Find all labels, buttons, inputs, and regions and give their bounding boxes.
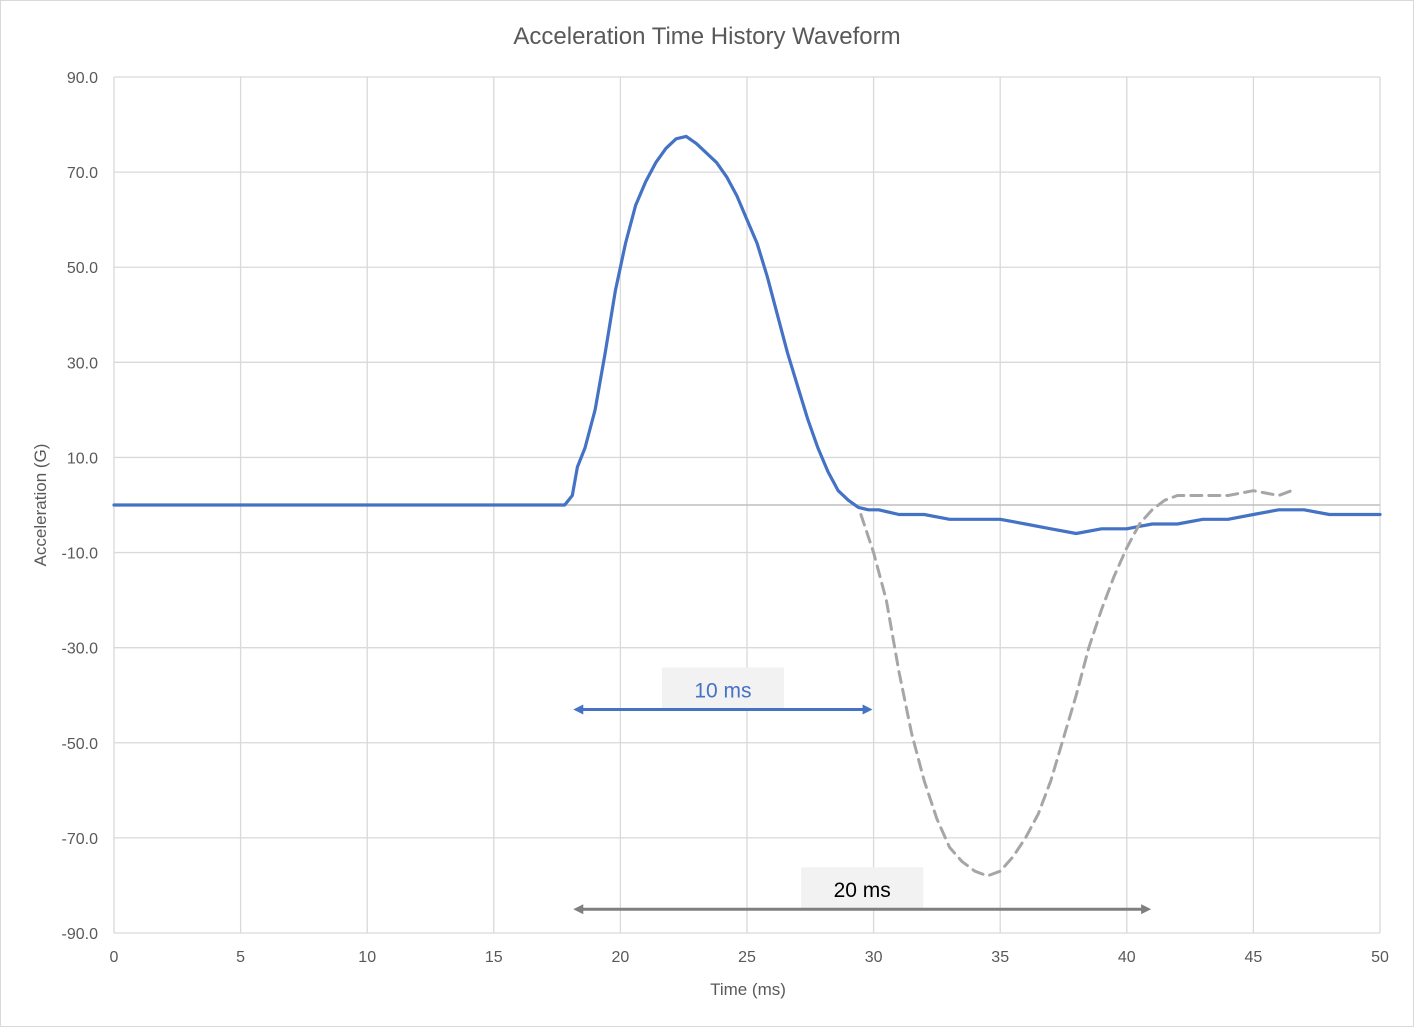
y-tick-label: 10.0 [67,450,98,467]
y-tick-label: -90.0 [62,926,99,943]
y-tick-label: -10.0 [62,546,99,563]
x-tick-label: 0 [110,949,119,966]
y-axis-title: Acceleration (G) [31,444,50,567]
x-tick-label: 35 [991,949,1009,966]
chart-title: Acceleration Time History Waveform [513,23,900,50]
x-tick-label: 45 [1245,949,1263,966]
measured-waveform-line [112,134,1382,536]
reference-waveform-line [859,489,1293,878]
x-tick-label: 15 [485,949,503,966]
duration-label: 20 ms [834,879,891,902]
y-tick-label: -70.0 [62,831,99,848]
x-tick-label: 20 [612,949,630,966]
x-tick-label: 40 [1118,949,1136,966]
x-tick-label: 30 [865,949,883,966]
duration-label-box [801,867,924,910]
x-tick-label: 10 [358,949,376,966]
duration-label-box [661,667,784,710]
y-tick-label: -50.0 [62,736,99,753]
x-axis-title: Time (ms) [710,980,786,999]
y-tick-label: 90.0 [67,70,98,87]
annotation-layer: 10 ms 20 ms [573,667,1152,915]
x-tick-label: 50 [1371,949,1389,966]
duration-label: 10 ms [694,679,751,702]
y-tick-label: -30.0 [62,641,99,658]
y-tick-label: 50.0 [67,260,98,277]
gridlines [113,76,1381,934]
x-tick-label: 5 [236,949,245,966]
y-axis-ticks: 90.0 70.0 50.0 30.0 10.0 -10.0 -30.0 -50.0 -70.0… [62,70,99,943]
series-layer [112,134,1382,878]
x-tick-label: 25 [738,949,756,966]
y-tick-label: 70.0 [67,165,98,182]
y-tick-label: 30.0 [67,355,98,372]
x-axis-ticks: 0 5 10 15 20 25 30 35 40 45 50 [110,949,1389,966]
